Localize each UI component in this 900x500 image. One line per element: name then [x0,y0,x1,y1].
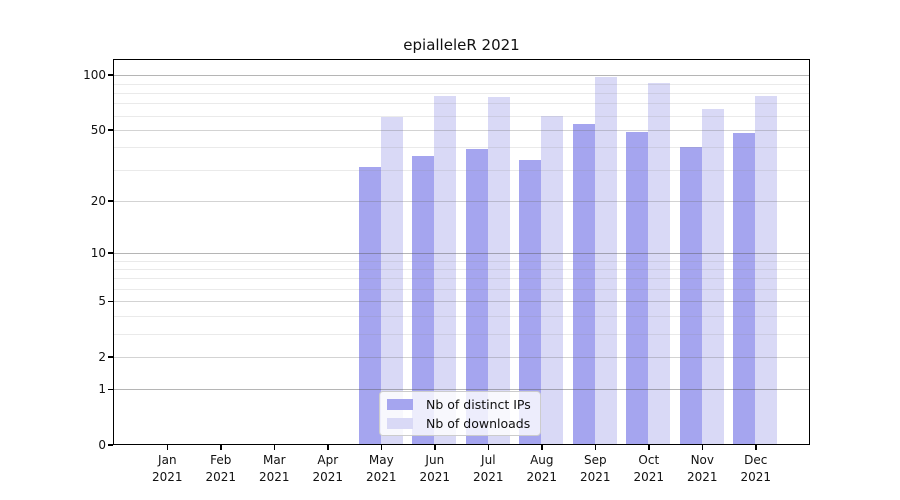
gridline-minor [113,83,810,85]
gridline-minor [113,278,810,280]
gridline-minor [113,316,810,318]
bar-distinct-ips-may [358,167,381,445]
gridline-100 [113,75,810,77]
y-tick-label: 10 [90,245,106,260]
x-tick-label-sep: Sep 2021 [580,453,611,484]
y-tick-mark [108,388,113,391]
gridline-20 [113,201,810,203]
x-tick-label-mar: Mar 2021 [259,453,290,484]
y-tick-label: 1 [98,382,106,397]
bar-downloads-jul [487,96,510,445]
x-tick-mark [755,445,757,450]
bar-downloads-may [380,116,403,445]
x-tick-mark [648,445,650,450]
x-tick-mark [380,445,383,450]
gridline-minor [113,92,810,94]
gridline-10 [113,252,810,254]
y-tick-mark [108,356,113,358]
x-tick-label-aug: Aug 2021 [526,453,558,484]
bar-distinct-ips-nov [679,147,702,445]
x-tick-label-jan: Jan 2021 [152,453,183,484]
bar-downloads-dec [755,95,778,445]
gridline-5 [113,301,810,303]
x-tick-label-jul: Jul 2021 [473,453,504,484]
chart-title: epialleleR 2021 [403,36,520,54]
gridline-minor [113,147,810,149]
x-tick-mark [487,445,490,450]
plot-area [113,59,810,445]
gridline-50 [113,129,810,131]
y-tick-mark [108,200,113,202]
x-tick-mark [701,445,704,450]
gridline-minor [113,103,810,105]
gridline-1 [113,389,810,391]
y-tick-label: 100 [83,68,106,83]
legend-label-distinct-ips: Nb of distinct IPs [426,396,531,412]
x-tick-mark [327,445,329,450]
x-tick-label-dec: Dec 2021 [740,453,772,484]
x-tick-label-nov: Nov 2021 [687,453,718,484]
bar-distinct-ips-oct [626,131,649,445]
gridline-minor [113,169,810,171]
gridline-minor [113,333,810,335]
bar-downloads-oct [648,82,671,445]
x-tick-label-may: May 2021 [366,453,397,484]
legend-swatch-downloads-icon [387,417,413,429]
y-tick-mark [108,252,113,254]
bar-distinct-ips-sep [572,123,595,445]
legend-item-distinct-ips: Nb of distinct IPs [387,397,533,412]
y-tick-label: 5 [98,294,106,309]
x-tick-mark [166,445,169,450]
x-tick-label-jun: Jun 2021 [419,453,451,484]
bar-downloads-nov [701,109,724,445]
y-tick-mark [108,300,113,303]
bar-distinct-ips-jun [412,155,435,445]
x-tick-mark [220,445,222,450]
y-tick-label: 20 [90,194,106,209]
x-tick-mark [434,445,436,450]
bar-distinct-ips-jul [465,149,488,445]
bar-downloads-sep [594,76,617,445]
bar-downloads-aug [541,115,564,445]
y-tick-label: 50 [90,122,106,137]
bar-distinct-ips-dec [733,133,756,445]
y-tick-mark [108,444,113,446]
x-tick-mark [273,445,276,450]
legend-label-downloads: Nb of downloads [426,415,531,431]
y-tick-mark [108,74,113,76]
gridline-minor [113,115,810,117]
x-tick-label-apr: Apr 2021 [312,453,344,484]
gridline-minor [113,289,810,291]
x-tick-mark [541,445,543,450]
gridline-2 [113,356,810,358]
legend-item-downloads: Nb of downloads [387,416,533,431]
gridline-minor [113,260,810,262]
legend-swatch-distinct-ips-icon [387,398,413,410]
x-tick-mark [594,445,597,450]
x-tick-label-feb: Feb 2021 [205,453,237,484]
bar-downloads-jun [434,95,457,445]
y-tick-label: 2 [98,349,106,364]
gridline-minor [113,268,810,270]
y-tick-label: 0 [98,438,106,452]
x-tick-label-oct: Oct 2021 [633,453,665,484]
legend: Nb of distinct IPs Nb of downloads [379,391,541,436]
y-tick-mark [108,129,113,131]
bar-distinct-ips-aug [519,160,542,445]
